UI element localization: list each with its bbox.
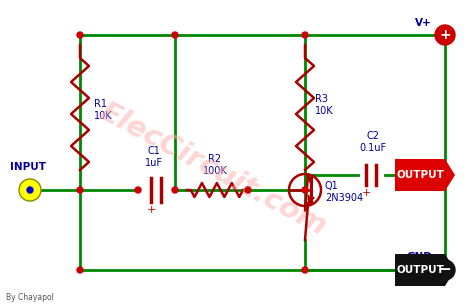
Text: −: −	[438, 262, 451, 278]
Text: OUTPUT: OUTPUT	[396, 170, 444, 180]
Circle shape	[27, 187, 33, 193]
Text: OUTPUT: OUTPUT	[396, 265, 444, 275]
Polygon shape	[395, 254, 455, 286]
Text: GND: GND	[406, 252, 432, 262]
Circle shape	[19, 179, 41, 201]
Circle shape	[77, 187, 83, 193]
Text: +: +	[361, 188, 371, 198]
Text: By Chayapol: By Chayapol	[6, 293, 54, 302]
Circle shape	[172, 187, 178, 193]
Text: R2
100K: R2 100K	[202, 154, 228, 176]
Circle shape	[435, 25, 455, 45]
Circle shape	[302, 267, 308, 273]
Circle shape	[172, 32, 178, 38]
Circle shape	[435, 260, 455, 280]
Circle shape	[77, 32, 83, 38]
Circle shape	[245, 187, 251, 193]
Circle shape	[302, 187, 308, 193]
Text: Q1
2N3904: Q1 2N3904	[325, 181, 363, 203]
Text: ElecCircuit.com: ElecCircuit.com	[95, 98, 332, 241]
Text: INPUT: INPUT	[10, 162, 46, 172]
Text: R3
10K: R3 10K	[315, 94, 334, 116]
Polygon shape	[395, 159, 455, 191]
Text: R1
10K: R1 10K	[94, 99, 113, 121]
Circle shape	[135, 187, 141, 193]
Text: V+: V+	[415, 18, 432, 28]
Text: C2
0.1uF: C2 0.1uF	[359, 132, 387, 153]
Text: +: +	[146, 205, 155, 215]
Text: +: +	[439, 28, 451, 42]
Circle shape	[302, 32, 308, 38]
Text: C1
1uF: C1 1uF	[145, 146, 163, 168]
Circle shape	[77, 267, 83, 273]
